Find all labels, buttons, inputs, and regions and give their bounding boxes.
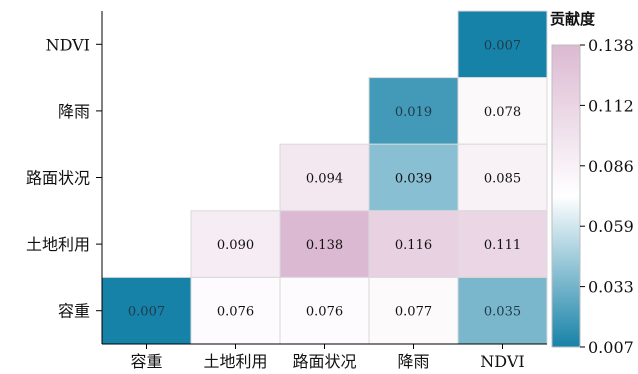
heatmap-cell xyxy=(279,276,370,345)
x-tick-label: 路面状况 xyxy=(292,352,356,371)
heatmap-cell xyxy=(368,77,459,145)
heatmap-cell xyxy=(279,210,370,278)
cell-value-label: 0.116 xyxy=(395,238,432,253)
heatmap-cell xyxy=(190,276,281,345)
colorbar-tick-label: 0.007 xyxy=(588,338,634,357)
cell-value-label: 0.007 xyxy=(128,305,165,320)
x-tick-label: NDVI xyxy=(480,352,524,371)
cell-value-label: 0.085 xyxy=(484,172,521,187)
cell-value-label: 0.077 xyxy=(395,305,432,320)
x-tick-label: 降雨 xyxy=(397,352,429,371)
heatmap-cell xyxy=(457,77,548,145)
colorbar-title: 贡献度 xyxy=(550,10,596,28)
colorbar xyxy=(551,44,581,348)
cell-value-label: 0.076 xyxy=(306,305,343,320)
heatmap-cell xyxy=(457,143,548,212)
heatmap-cell xyxy=(279,143,370,212)
heatmap-cell xyxy=(457,210,548,278)
x-tick-label: 容重 xyxy=(130,352,162,371)
cell-value-label: 0.039 xyxy=(395,172,432,187)
heatmap-cell xyxy=(457,276,548,345)
heatmap-cell xyxy=(368,276,459,345)
cell-value-label: 0.019 xyxy=(395,105,432,120)
cell-value-label: 0.138 xyxy=(306,238,343,253)
heatmap-cell xyxy=(368,143,459,212)
colorbar-tick-label: 0.112 xyxy=(588,96,634,115)
x-tick-label: 土地利用 xyxy=(203,352,267,371)
cell-value-label: 0.094 xyxy=(306,172,343,187)
colorbar-tick-label: 0.086 xyxy=(588,157,634,176)
y-tick-label: NDVI xyxy=(46,35,90,54)
colorbar-tick-label: 0.059 xyxy=(588,217,634,236)
y-tick-label: 降雨 xyxy=(58,102,90,121)
colorbar-tick-label: 0.138 xyxy=(588,36,634,55)
cell-value-label: 0.078 xyxy=(484,105,521,120)
y-tick-label: 路面状况 xyxy=(26,169,90,188)
heatmap-cell xyxy=(457,10,548,79)
cell-value-label: 0.076 xyxy=(217,305,254,320)
cell-value-label: 0.035 xyxy=(484,305,521,320)
cell-value-label: 0.111 xyxy=(484,238,521,253)
y-tick-label: 容重 xyxy=(58,302,90,321)
colorbar-tick-label: 0.033 xyxy=(588,278,634,297)
cell-value-label: 0.090 xyxy=(217,238,254,253)
y-tick-label: 土地利用 xyxy=(26,235,90,254)
cell-value-label: 0.007 xyxy=(484,38,521,53)
